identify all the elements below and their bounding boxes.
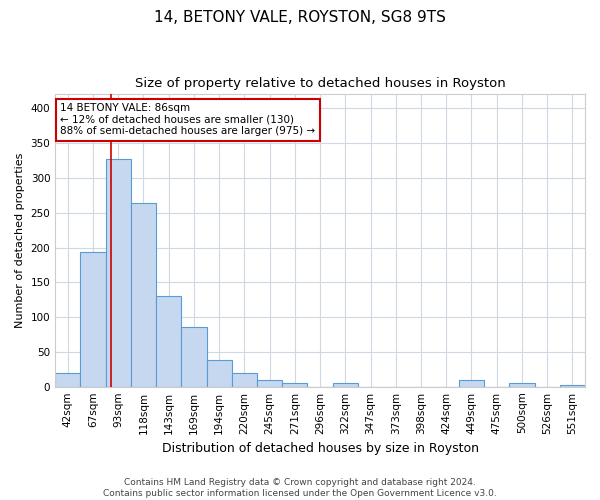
Bar bbox=[509, 383, 535, 386]
Bar bbox=[131, 203, 156, 386]
X-axis label: Distribution of detached houses by size in Royston: Distribution of detached houses by size … bbox=[161, 442, 479, 455]
Bar bbox=[80, 252, 106, 386]
Bar bbox=[459, 380, 484, 386]
Text: 14, BETONY VALE, ROYSTON, SG8 9TS: 14, BETONY VALE, ROYSTON, SG8 9TS bbox=[154, 10, 446, 25]
Bar bbox=[232, 373, 257, 386]
Bar bbox=[181, 327, 206, 386]
Text: Contains HM Land Registry data © Crown copyright and database right 2024.
Contai: Contains HM Land Registry data © Crown c… bbox=[103, 478, 497, 498]
Bar bbox=[257, 380, 282, 386]
Title: Size of property relative to detached houses in Royston: Size of property relative to detached ho… bbox=[135, 78, 505, 90]
Bar bbox=[206, 360, 232, 386]
Bar bbox=[560, 384, 585, 386]
Bar bbox=[55, 373, 80, 386]
Text: 14 BETONY VALE: 86sqm
← 12% of detached houses are smaller (130)
88% of semi-det: 14 BETONY VALE: 86sqm ← 12% of detached … bbox=[61, 103, 316, 136]
Bar bbox=[282, 382, 307, 386]
Bar bbox=[156, 296, 181, 386]
Bar bbox=[106, 159, 131, 386]
Bar bbox=[332, 383, 358, 386]
Y-axis label: Number of detached properties: Number of detached properties bbox=[15, 153, 25, 328]
